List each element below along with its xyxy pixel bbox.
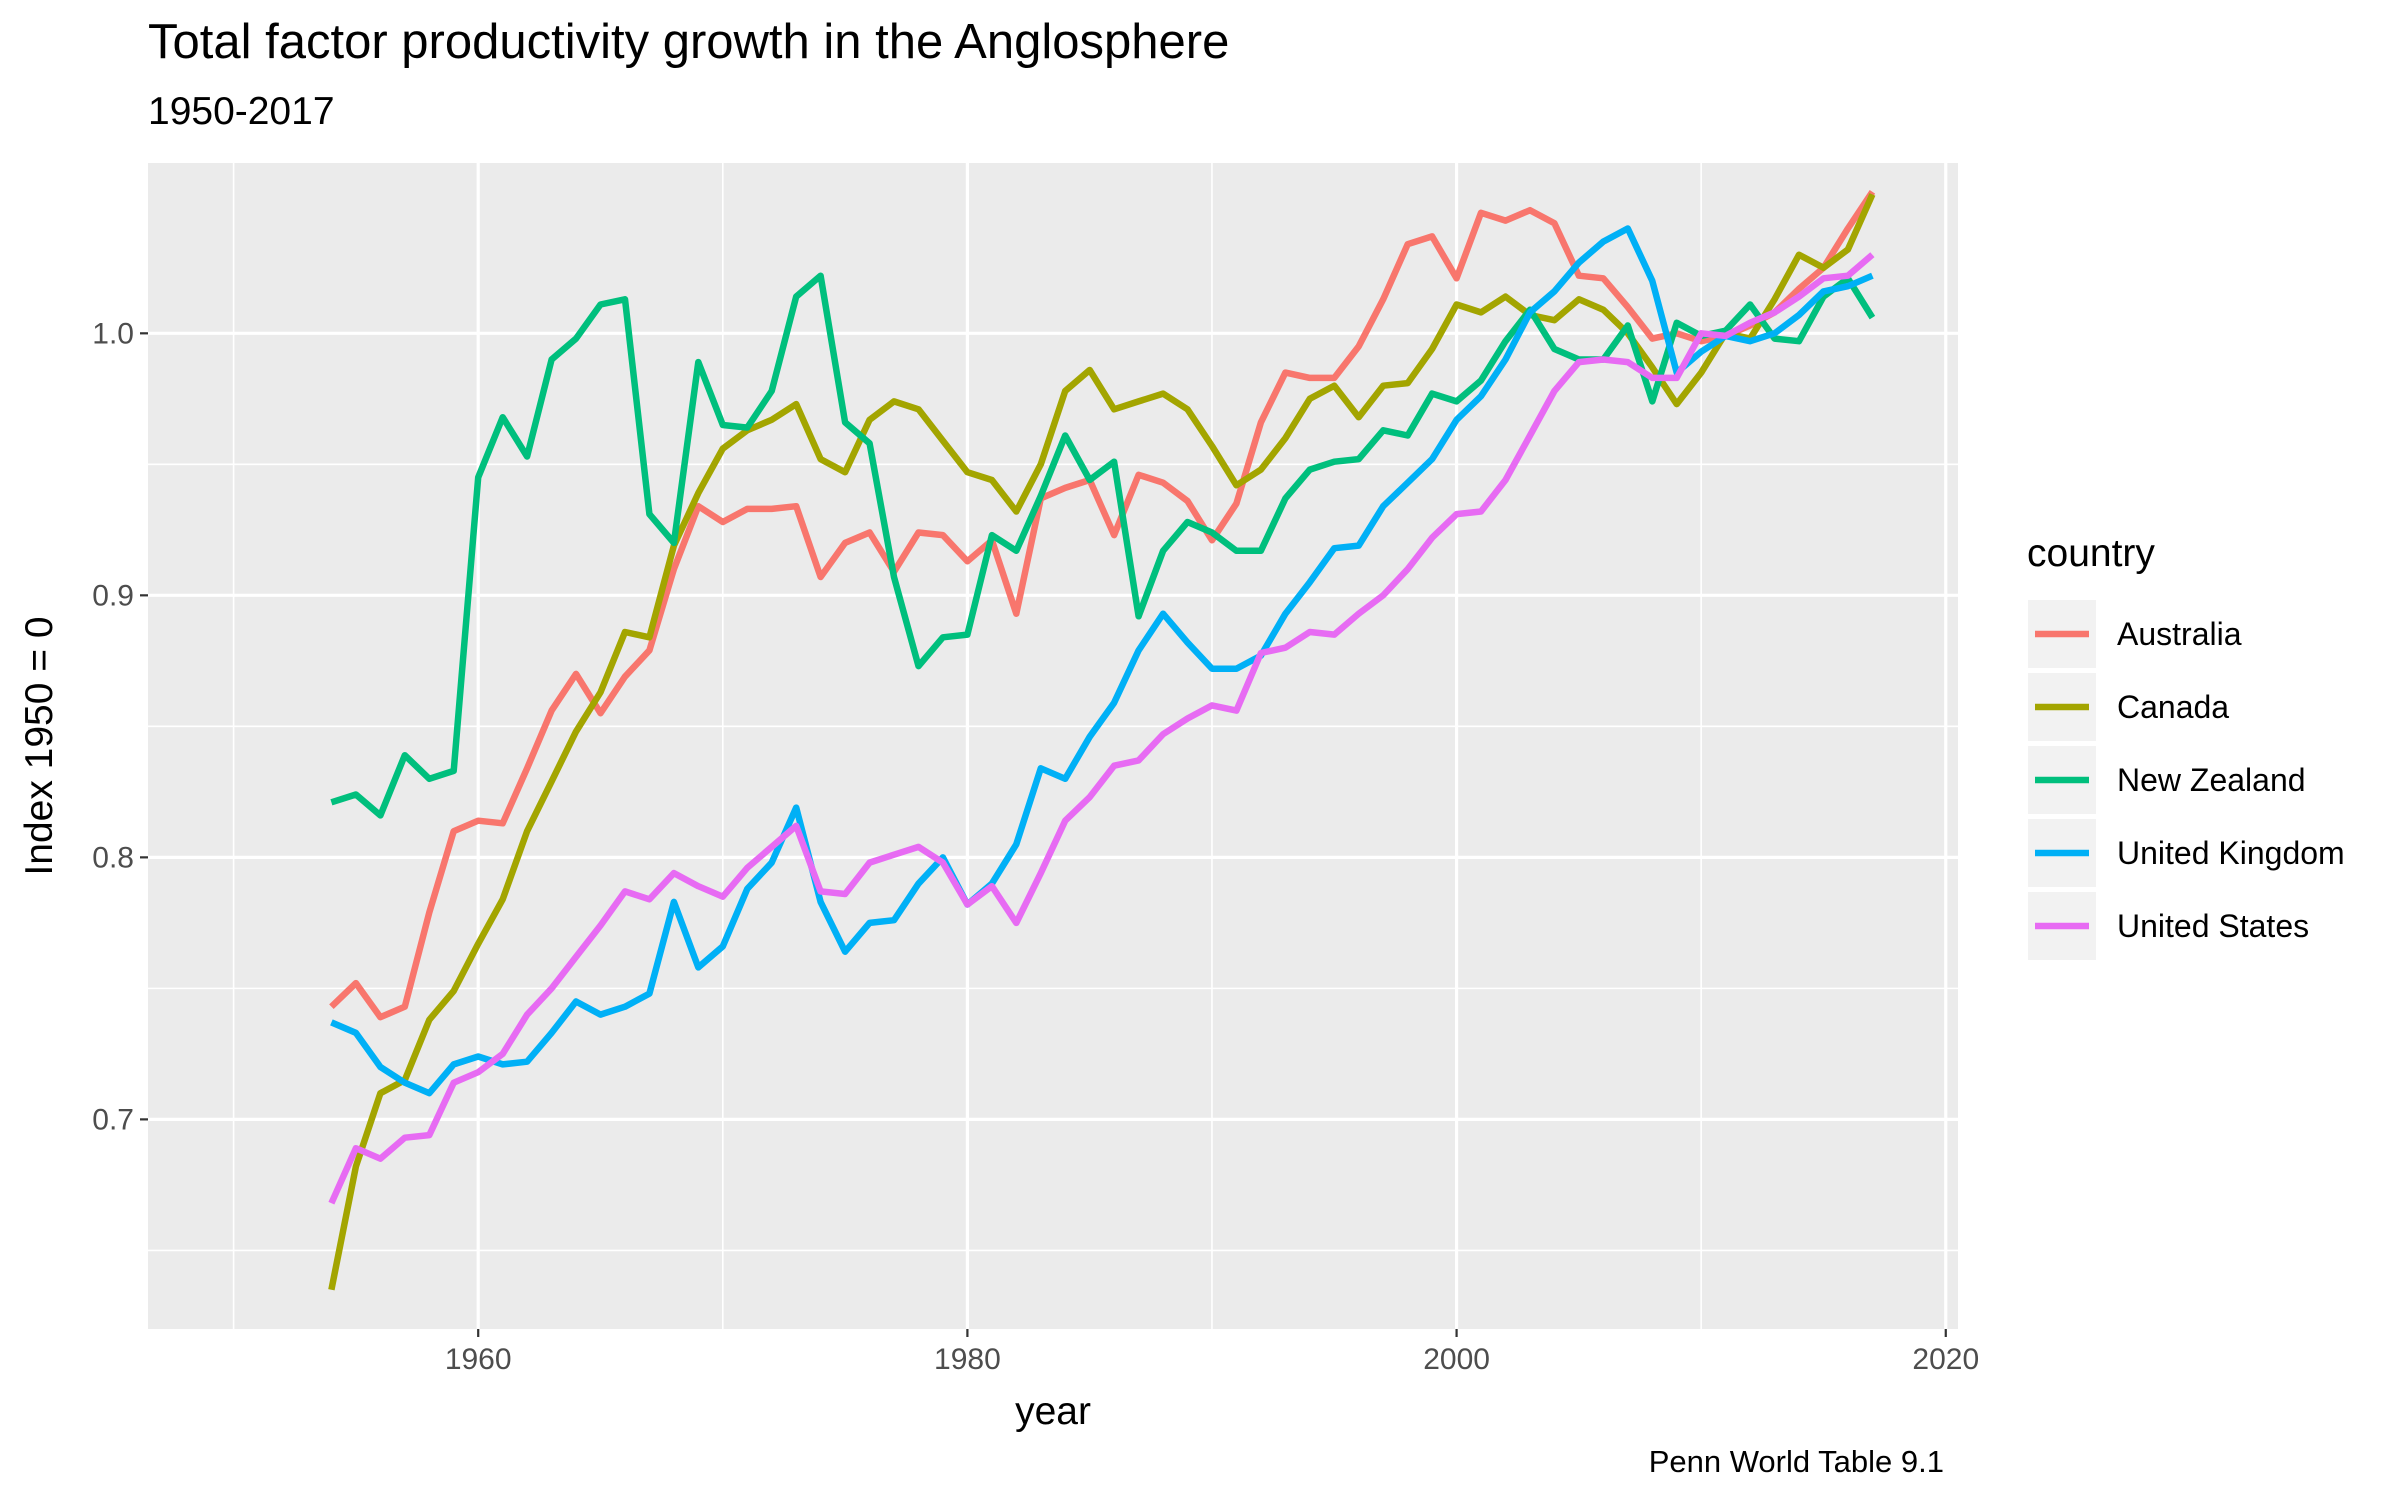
- chart-caption: Penn World Table 9.1: [1648, 1444, 1944, 1479]
- chart-title: Total factor productivity growth in the …: [148, 15, 1230, 69]
- y-tick-label: 1.0: [92, 317, 134, 350]
- y-tick-label: 0.8: [92, 841, 134, 874]
- y-axis: 0.7 0.8 0.9 1.0: [92, 317, 148, 1136]
- legend-label-australia: Australia: [2117, 616, 2242, 652]
- major-gridlines: [148, 163, 1958, 1329]
- series-line-australia: [329, 189, 1876, 1021]
- legend-label-new-zealand: New Zealand: [2117, 762, 2306, 798]
- x-axis: 1960 1980 2000 2020: [445, 1329, 1979, 1376]
- chart-subtitle: 1950-2017: [148, 90, 335, 133]
- series-line-canada: [328, 193, 1876, 1291]
- series-line-new-zealand: [330, 272, 1876, 819]
- x-tick-label: 1980: [934, 1343, 1001, 1376]
- x-axis-title: year: [1015, 1390, 1091, 1433]
- legend-label-united-states: United States: [2117, 908, 2309, 944]
- legend-title: country: [2027, 532, 2155, 575]
- legend-items: Australia Canada New Zealand United Kingdom…: [2028, 600, 2345, 960]
- y-tick-label: 0.9: [92, 579, 134, 612]
- series-line-united-kingdom: [330, 225, 1874, 1097]
- x-tick-label: 1960: [445, 1343, 512, 1376]
- legend: country Australia Canada New Zealand United…: [2027, 532, 2345, 960]
- plot-panel: [148, 163, 1958, 1329]
- x-tick-label: 2000: [1423, 1343, 1490, 1376]
- series-lines: [328, 189, 1876, 1291]
- legend-label-canada: Canada: [2117, 689, 2229, 725]
- series-line-united-states: [328, 252, 1875, 1205]
- y-tick-label: 0.7: [92, 1103, 134, 1136]
- x-tick-label: 2020: [1912, 1343, 1979, 1376]
- y-axis-title: Index 1950 = 0: [18, 616, 61, 875]
- legend-label-united-kingdom: United Kingdom: [2117, 835, 2345, 871]
